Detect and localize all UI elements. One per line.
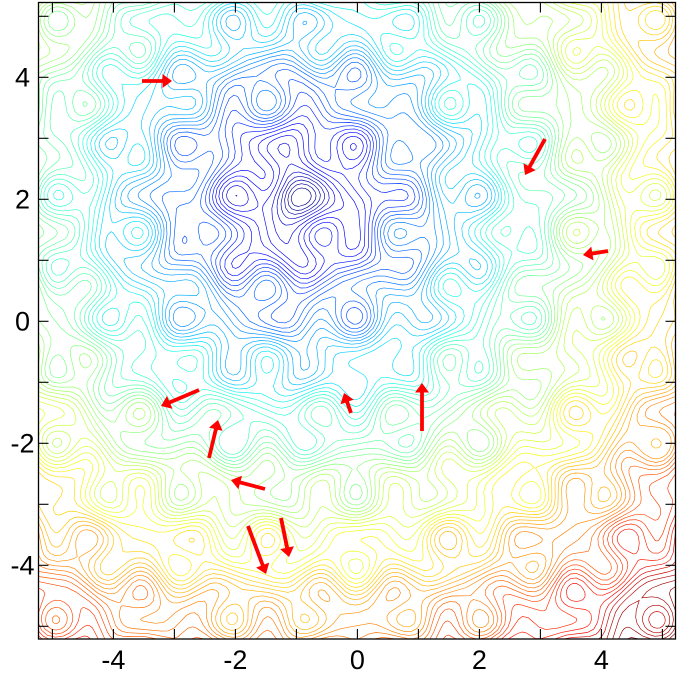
svg-text:2: 2 xyxy=(15,184,30,214)
svg-text:0: 0 xyxy=(15,306,30,336)
svg-text:2: 2 xyxy=(472,645,487,675)
svg-text:0: 0 xyxy=(350,645,365,675)
svg-text:4: 4 xyxy=(594,645,609,675)
svg-text:-4: -4 xyxy=(101,645,125,675)
svg-text:-2: -2 xyxy=(223,645,247,675)
svg-text:-2: -2 xyxy=(10,428,34,458)
svg-text:-4: -4 xyxy=(10,550,34,580)
svg-text:4: 4 xyxy=(15,62,30,92)
